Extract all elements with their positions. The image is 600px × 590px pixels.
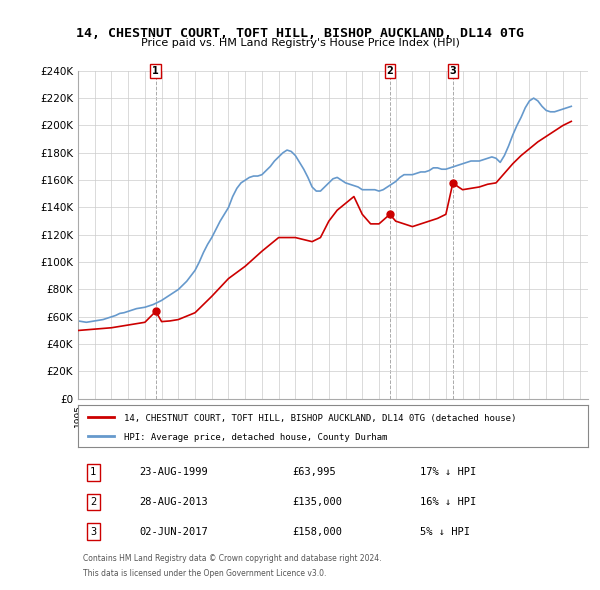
Text: 3: 3 bbox=[449, 66, 456, 76]
Text: £158,000: £158,000 bbox=[292, 526, 342, 536]
Text: 28-AUG-2013: 28-AUG-2013 bbox=[139, 497, 208, 507]
Text: 2: 2 bbox=[90, 497, 97, 507]
Text: £63,995: £63,995 bbox=[292, 467, 336, 477]
Text: Price paid vs. HM Land Registry's House Price Index (HPI): Price paid vs. HM Land Registry's House … bbox=[140, 38, 460, 48]
Text: 2: 2 bbox=[386, 66, 393, 76]
Text: 23-AUG-1999: 23-AUG-1999 bbox=[139, 467, 208, 477]
Text: HPI: Average price, detached house, County Durham: HPI: Average price, detached house, Coun… bbox=[124, 432, 387, 441]
Text: 02-JUN-2017: 02-JUN-2017 bbox=[139, 526, 208, 536]
Text: 16% ↓ HPI: 16% ↓ HPI bbox=[420, 497, 476, 507]
Text: 1: 1 bbox=[152, 66, 159, 76]
Text: Contains HM Land Registry data © Crown copyright and database right 2024.: Contains HM Land Registry data © Crown c… bbox=[83, 555, 382, 563]
Text: 14, CHESTNUT COURT, TOFT HILL, BISHOP AUCKLAND, DL14 0TG: 14, CHESTNUT COURT, TOFT HILL, BISHOP AU… bbox=[76, 27, 524, 40]
Text: £135,000: £135,000 bbox=[292, 497, 342, 507]
Text: 1: 1 bbox=[90, 467, 97, 477]
Text: This data is licensed under the Open Government Licence v3.0.: This data is licensed under the Open Gov… bbox=[83, 569, 326, 578]
Text: 17% ↓ HPI: 17% ↓ HPI bbox=[420, 467, 476, 477]
Text: 3: 3 bbox=[90, 526, 97, 536]
Text: 14, CHESTNUT COURT, TOFT HILL, BISHOP AUCKLAND, DL14 0TG (detached house): 14, CHESTNUT COURT, TOFT HILL, BISHOP AU… bbox=[124, 414, 516, 423]
Text: 5% ↓ HPI: 5% ↓ HPI bbox=[420, 526, 470, 536]
